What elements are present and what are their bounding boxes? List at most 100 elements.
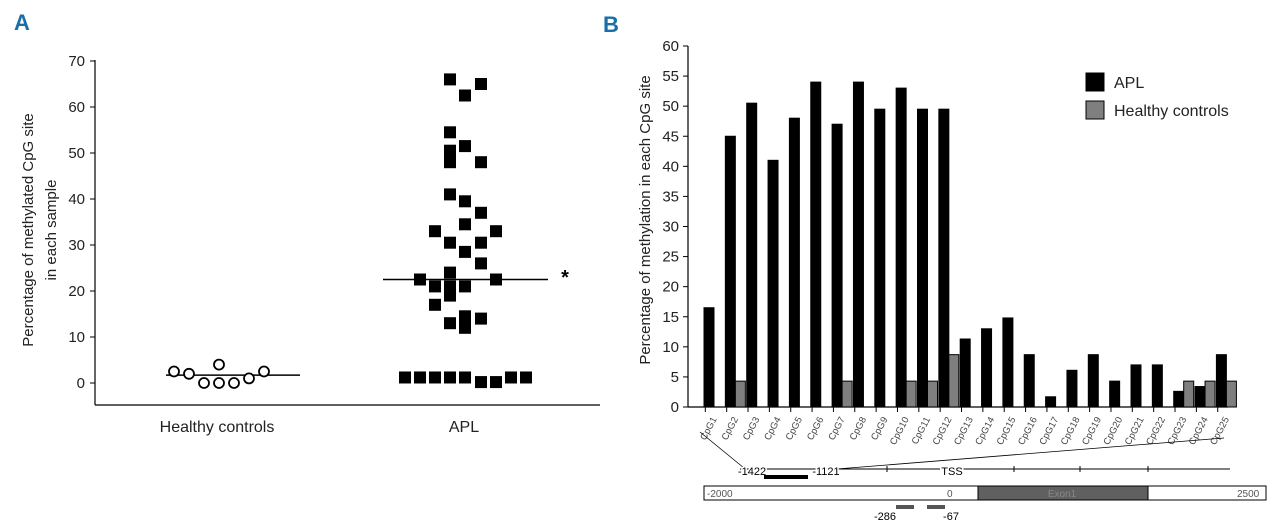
b-y-tick-label: 40	[662, 158, 679, 175]
b-legend: APL Healthy controls	[1085, 72, 1229, 120]
a-y-tick-label: 20	[68, 283, 85, 300]
healthy-control-bar	[734, 380, 746, 408]
healthy-control-bar	[1225, 380, 1237, 408]
b-ylabel: Percentage of methylation in each CpG si…	[637, 75, 654, 364]
apl-bar	[724, 135, 736, 408]
apl-data-point	[490, 273, 502, 286]
cpg-label: CpG4	[762, 415, 783, 442]
apl-data-point	[444, 188, 456, 201]
apl-data-point	[459, 218, 471, 231]
apl-data-point	[459, 280, 471, 293]
healthy-data-point	[168, 365, 180, 378]
cpg-label: CpG2	[720, 415, 741, 442]
apl-bar	[1173, 390, 1185, 408]
apl-data-point	[444, 317, 456, 330]
apl-bar	[1087, 354, 1099, 408]
cpg-label: CpG5	[784, 415, 805, 442]
healthy-data-point	[198, 377, 210, 389]
a-category-label-apl: APL	[449, 419, 479, 436]
scale-start-label: -2000	[707, 489, 733, 500]
cpg-label: CpG6	[805, 415, 826, 442]
apl-bar	[746, 102, 758, 408]
apl-data-point	[475, 376, 487, 389]
healthy-control-bar	[1204, 380, 1216, 408]
healthy-data-point	[213, 377, 225, 389]
cpg-label: CpG1	[698, 415, 719, 442]
apl-data-point	[444, 126, 456, 139]
panel-a-scatter-chart: 0 10 20 30 40 50 60 70 Percentage of methylated…	[20, 53, 600, 436]
b-y-tick-label: 20	[662, 279, 679, 296]
apl-bar	[831, 123, 843, 408]
apl-bar	[767, 159, 779, 408]
apl-bar	[959, 338, 971, 408]
cpg-label: CpG8	[848, 415, 869, 442]
apl-data-point	[475, 206, 487, 219]
b-y-tick-label: 55	[662, 68, 679, 85]
b-y-tick-label: 45	[662, 128, 679, 145]
healthy-data-point	[258, 365, 270, 378]
apl-data-point	[459, 140, 471, 153]
apl-bar	[981, 328, 993, 408]
b-y-tick-label: 10	[662, 339, 679, 356]
apl-bar	[1109, 380, 1121, 408]
apl-data-point	[475, 312, 487, 325]
apl-bar	[895, 87, 907, 408]
scale-end-label: 2500	[1237, 489, 1260, 500]
exon1-label: Exon1	[1048, 489, 1077, 500]
healthy-control-bar	[948, 354, 960, 408]
panel-b-bar-chart: 0 5 10 15 20 25 30 35 40 45 50 55 60 Percentage of m…	[637, 38, 1267, 523]
apl-data-point	[475, 236, 487, 249]
healthy-data-point	[243, 372, 255, 385]
primer-bar-1	[896, 505, 914, 509]
b-y-tick-label: 0	[671, 399, 679, 416]
legend-swatch-healthy	[1085, 100, 1105, 120]
a-y-tick-label: 0	[77, 375, 85, 392]
a-category-label-healthy: Healthy controls	[160, 419, 275, 436]
gene-map: -1422 -1121 TSS -2000 0 Exon1 2500 -286 …	[699, 431, 1267, 523]
apl-data-point	[444, 289, 456, 302]
cpg-label: CpG10	[888, 415, 912, 447]
apl-data-point	[459, 321, 471, 334]
apl-bar	[1130, 364, 1142, 408]
apl-bar	[1045, 396, 1057, 408]
b-y-tick-label: 30	[662, 219, 679, 236]
apl-bar	[788, 117, 800, 408]
apl-bar	[1023, 354, 1035, 408]
primer-end-label: -67	[943, 511, 959, 523]
apl-data-point	[444, 73, 456, 86]
b-y-tick-label: 15	[662, 309, 679, 326]
zoom-line-left	[699, 431, 745, 469]
apl-bar	[1066, 369, 1078, 408]
apl-data-point	[444, 280, 456, 293]
region-end-label: -1121	[812, 466, 839, 478]
a-ylabel-line-2: in each sample	[43, 180, 60, 281]
apl-data-point	[429, 225, 441, 238]
apl-data-point	[444, 371, 456, 384]
a-y-tick-label: 50	[68, 145, 85, 162]
apl-bar	[810, 81, 822, 408]
healthy-control-bar	[841, 380, 853, 408]
healthy-control-bar	[1183, 380, 1195, 408]
legend-label-healthy: Healthy controls	[1114, 103, 1229, 120]
apl-data-point	[429, 298, 441, 311]
apl-data-point	[444, 144, 456, 157]
apl-data-point	[459, 89, 471, 102]
apl-data-point	[459, 371, 471, 384]
cpg-region-bar	[764, 475, 808, 479]
apl-bar	[703, 307, 715, 408]
apl-data-point	[444, 236, 456, 249]
healthy-data-point	[183, 367, 195, 380]
apl-data-point	[490, 225, 502, 238]
b-y-tick-label: 25	[662, 249, 679, 266]
a-y-tick-label: 10	[68, 329, 85, 346]
apl-bar	[917, 108, 928, 408]
healthy-data-point	[228, 377, 240, 389]
panel-b-letter: B	[603, 12, 619, 37]
apl-bar	[852, 81, 864, 408]
cpg-label: CpG7	[826, 415, 847, 442]
a-significance-marker: *	[561, 267, 569, 289]
zoom-line-right	[823, 437, 1225, 471]
b-y-tick-label: 60	[662, 38, 679, 55]
a-y-tick-label: 60	[68, 99, 85, 116]
